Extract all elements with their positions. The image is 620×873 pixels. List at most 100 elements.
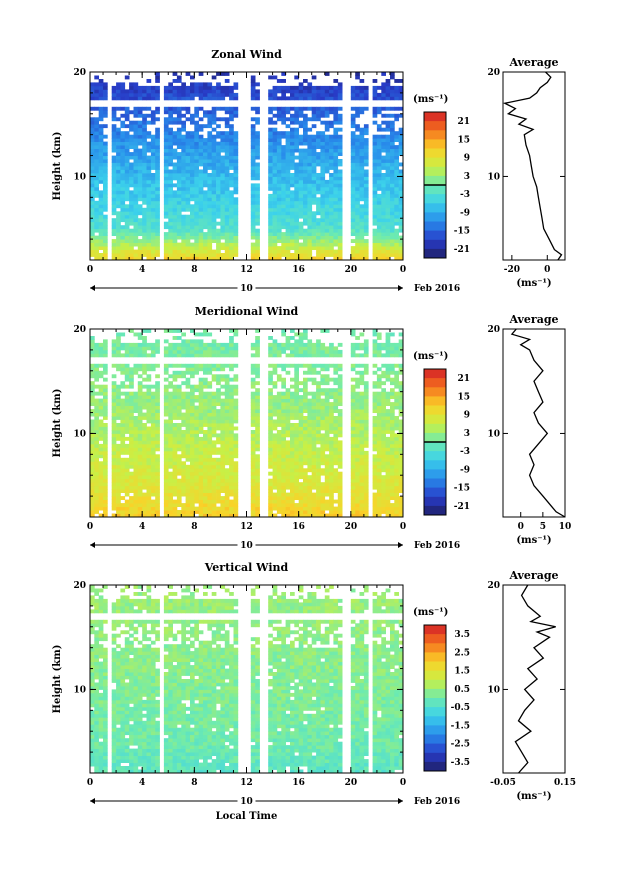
heatmap-cell	[124, 342, 130, 347]
heatmap-cell	[211, 96, 217, 101]
heatmap-cell	[298, 489, 304, 493]
heatmap-cell	[220, 510, 226, 514]
heatmap-cell	[290, 148, 295, 153]
heatmap-cell	[298, 120, 304, 125]
heatmap-cell	[372, 138, 378, 142]
heatmap-cell	[385, 173, 391, 177]
heatmap-cell	[363, 207, 369, 212]
heatmap-cell	[316, 232, 321, 236]
heatmap-cell	[163, 377, 169, 382]
heatmap-cell	[146, 200, 152, 205]
heatmap-cell	[181, 433, 186, 438]
heatmap-cell	[276, 436, 282, 441]
heatmap-cell	[129, 503, 134, 507]
heatmap-cell	[320, 218, 326, 223]
profile-y-tick-label: 20	[487, 68, 500, 78]
heatmap-cell	[329, 166, 334, 170]
heatmap-cell	[94, 377, 99, 382]
heatmap-cell	[137, 447, 143, 452]
heatmap-cell	[276, 186, 282, 191]
heatmap-cell	[359, 211, 365, 216]
heatmap-cell	[316, 145, 321, 149]
heatmap-cell	[142, 232, 147, 236]
heatmap-cell	[194, 342, 199, 347]
heatmap-cell	[142, 200, 147, 205]
heatmap-cell	[229, 336, 234, 340]
heatmap-cell	[94, 169, 99, 174]
heatmap-cell	[90, 457, 95, 462]
heatmap-cell	[229, 510, 234, 514]
heatmap-cell	[216, 395, 221, 399]
heatmap-cell	[181, 492, 186, 497]
heatmap-cell	[142, 342, 147, 347]
heatmap-cell	[311, 510, 317, 514]
heatmap-cell	[103, 353, 108, 358]
heatmap-cell	[255, 374, 260, 379]
heatmap-cell	[307, 342, 313, 347]
heatmap-cell	[155, 145, 160, 149]
heatmap-cell	[176, 405, 182, 410]
heatmap-cell	[268, 506, 273, 511]
heatmap-cell	[198, 377, 204, 382]
heatmap-cell	[363, 232, 369, 236]
heatmap-cell	[311, 496, 317, 500]
heatmap-cell	[298, 200, 304, 205]
heatmap-cell	[111, 204, 117, 209]
heatmap-cell	[124, 249, 130, 254]
heatmap-cell	[298, 342, 304, 347]
heatmap-cell	[163, 232, 169, 236]
heatmap-cell	[172, 499, 178, 504]
heatmap-cell	[155, 155, 160, 160]
heatmap-cell	[333, 113, 339, 118]
heatmap-cell	[385, 235, 391, 240]
heatmap-cell	[385, 113, 391, 118]
heatmap-cell	[255, 461, 260, 466]
heatmap-cell	[281, 496, 286, 500]
heatmap-cell	[94, 159, 99, 163]
heatmap-cell	[320, 232, 326, 236]
heatmap-cell	[194, 506, 199, 511]
heatmap-cell	[194, 430, 199, 434]
heatmap-cell	[137, 440, 143, 445]
heatmap-cell	[285, 246, 291, 250]
heatmap-cell	[155, 468, 160, 473]
heatmap-cell	[233, 214, 239, 219]
heatmap-cell	[129, 471, 134, 476]
heatmap-cell	[168, 131, 173, 136]
heatmap-cell	[146, 197, 152, 202]
heatmap-cell	[303, 503, 308, 507]
heatmap-cell	[163, 461, 169, 466]
heatmap-cell	[276, 235, 282, 240]
heatmap-cell	[276, 419, 282, 424]
heatmap-cell	[133, 468, 139, 473]
heatmap-cell	[272, 426, 278, 431]
heatmap-cell	[220, 468, 226, 473]
heatmap-cell	[250, 152, 256, 156]
heatmap-cell	[390, 246, 395, 250]
heatmap-cell	[294, 197, 299, 202]
heatmap-cell	[98, 246, 104, 250]
heatmap-cell	[381, 221, 386, 226]
heatmap-cell	[90, 471, 95, 476]
heatmap-cell	[294, 513, 299, 518]
heatmap-cell	[224, 440, 230, 445]
heatmap-cell	[142, 412, 147, 417]
heatmap-cell	[233, 443, 239, 448]
heatmap-cell	[207, 430, 213, 434]
heatmap-cell	[294, 218, 299, 223]
colorbar-tick-label: 15	[457, 135, 470, 145]
heatmap-cell	[290, 475, 295, 480]
heatmap-cell	[120, 447, 126, 452]
heatmap-cell	[337, 169, 343, 174]
heatmap-cell	[355, 183, 360, 188]
heatmap-cell	[211, 363, 217, 368]
heatmap-cell	[181, 346, 186, 351]
heatmap-cell	[137, 225, 143, 230]
heatmap-cell	[268, 235, 273, 240]
heatmap-cell	[307, 489, 313, 493]
heatmap-cell	[137, 183, 143, 188]
heatmap-cell	[90, 131, 95, 136]
heatmap-cell	[142, 339, 147, 344]
heatmap-cell	[116, 169, 121, 174]
heatmap-cell	[129, 377, 134, 382]
